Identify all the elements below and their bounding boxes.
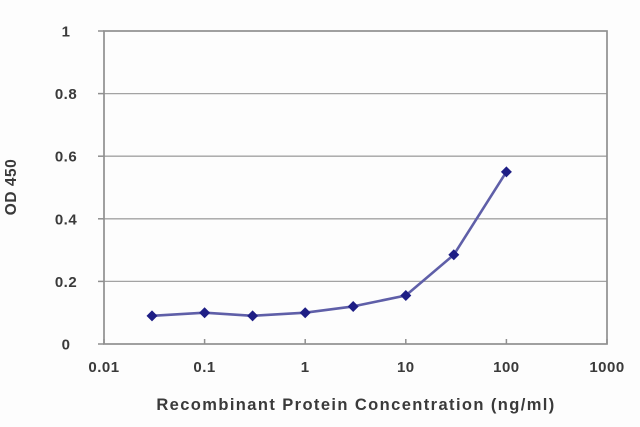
y-tick-label: 0.8 — [55, 86, 77, 103]
data-point — [347, 300, 359, 312]
y-tick-label: 0.6 — [55, 149, 77, 166]
y-tick-label: 0.2 — [55, 274, 77, 291]
data-point — [299, 307, 311, 319]
data-point — [199, 307, 211, 319]
y-axis-title: OD 450 — [3, 159, 20, 215]
data-point — [247, 310, 259, 322]
y-tick-label: 0 — [62, 337, 71, 354]
x-tick-label: 1 — [301, 359, 310, 376]
x-tick-label: 1000 — [589, 359, 624, 376]
data-point — [448, 249, 460, 261]
x-tick-label: 0.01 — [88, 359, 119, 376]
x-tick-label: 10 — [397, 359, 415, 376]
data-point — [146, 310, 158, 322]
y-tick-label: 1 — [62, 24, 71, 41]
data-point — [500, 166, 512, 178]
data-line — [150, 170, 508, 318]
x-tick-label: 100 — [493, 359, 520, 376]
x-tick-label: 0.1 — [193, 359, 215, 376]
data-point — [400, 289, 412, 301]
x-axis-title: Recombinant Protein Concentration (ng/ml… — [156, 396, 555, 414]
plot-frame — [103, 30, 608, 345]
y-tick-label: 0.4 — [55, 211, 78, 228]
